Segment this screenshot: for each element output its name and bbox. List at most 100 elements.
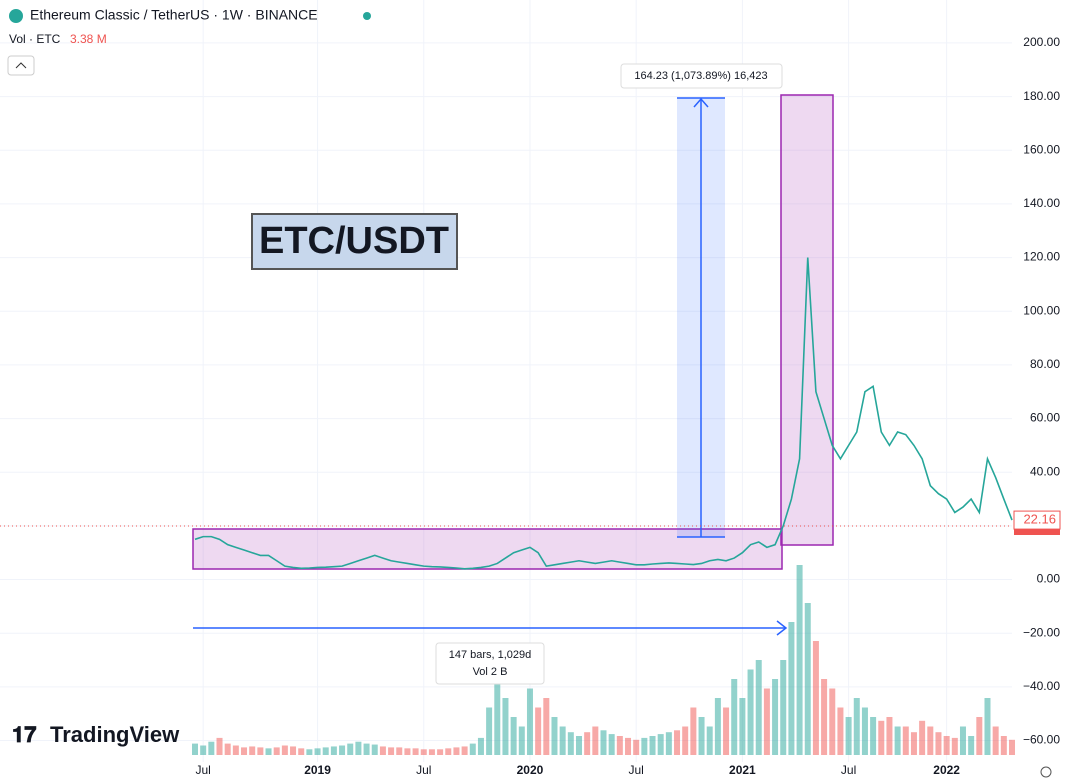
symbol-icon xyxy=(9,9,23,23)
volume-bar xyxy=(919,720,926,755)
volume-bar xyxy=(379,746,386,755)
y-tick-label: 140.00 xyxy=(1023,196,1060,210)
volume-bar xyxy=(592,726,599,755)
arrow-head xyxy=(776,620,788,636)
price-line xyxy=(194,257,1013,570)
volume-bar xyxy=(894,726,901,755)
collapse-button[interactable] xyxy=(7,55,35,76)
volume-bar xyxy=(453,747,460,755)
volume-bar xyxy=(747,669,754,755)
volume-bar xyxy=(698,717,705,755)
y-tick-label: −20.00 xyxy=(1023,625,1060,639)
volume-bar xyxy=(902,726,909,755)
volume-bar xyxy=(559,726,566,755)
volume-bar xyxy=(943,736,950,755)
volume-bar xyxy=(477,737,484,755)
volume-bar xyxy=(437,749,444,755)
volume-bar xyxy=(518,726,525,755)
volume-bar xyxy=(935,732,942,755)
volume-bar xyxy=(192,743,198,755)
volume-bar xyxy=(788,622,795,755)
volume-bar xyxy=(959,726,966,755)
volume-bar xyxy=(224,743,231,755)
volume-bar xyxy=(1000,736,1007,755)
volume-bar xyxy=(690,707,697,755)
volume-bar xyxy=(976,717,983,755)
volume-bar xyxy=(502,698,509,755)
last-badge xyxy=(1013,510,1061,530)
chart-title: Ethereum Classic / TetherUS · 1W · BINAN… xyxy=(30,7,318,23)
volume-bar xyxy=(420,749,427,755)
volume-bar xyxy=(878,720,885,755)
brand: TradingView xyxy=(50,722,180,747)
volume-bar xyxy=(755,660,762,755)
volume-bar xyxy=(837,707,844,755)
status-dot xyxy=(363,12,371,20)
volume-bar xyxy=(265,748,272,755)
y-tick-label: 180.00 xyxy=(1023,89,1060,103)
y-tick-label: 120.00 xyxy=(1023,250,1060,264)
volume-label: Vol · ETC xyxy=(9,32,61,46)
volume-bar xyxy=(641,737,648,755)
volume-bar xyxy=(363,743,370,755)
x-tick-label: 2020 xyxy=(517,763,544,777)
x-tick-label: 2019 xyxy=(304,763,331,777)
label-box xyxy=(435,642,545,685)
volume-bar xyxy=(314,748,321,755)
volume-bar xyxy=(330,746,337,755)
volume-bar xyxy=(870,717,877,755)
volume-bar xyxy=(657,734,664,755)
volume-bar xyxy=(861,707,868,755)
volume-bar xyxy=(821,679,828,755)
volume-bar xyxy=(281,745,288,755)
settings-icon[interactable] xyxy=(1040,766,1052,778)
volume-bar xyxy=(829,688,836,755)
x-tick-label: Jul xyxy=(416,763,431,777)
volume-bar xyxy=(616,736,623,755)
label-box xyxy=(620,63,783,89)
volume-bar xyxy=(608,734,615,755)
volume-bar xyxy=(347,743,354,755)
y-tick-label: −60.00 xyxy=(1023,733,1060,747)
volume-bar xyxy=(535,707,542,755)
volume-bar xyxy=(739,698,746,755)
y-tick-label: 160.00 xyxy=(1023,142,1060,156)
volume-bar xyxy=(232,745,239,755)
chevron xyxy=(15,62,27,69)
volume-bar xyxy=(575,736,582,755)
volume-bar xyxy=(780,660,787,755)
x-tick-label: Jul xyxy=(841,763,856,777)
x-tick-label: Jul xyxy=(195,763,210,777)
volume-bar xyxy=(992,726,999,755)
volume-bar xyxy=(853,698,860,755)
volume-bar xyxy=(886,717,893,755)
volume-bar xyxy=(845,717,852,755)
volume-bar xyxy=(714,698,721,755)
volume-bar xyxy=(339,745,346,755)
volume-bar xyxy=(968,736,975,755)
volume-bar xyxy=(216,737,223,755)
volume-bar xyxy=(241,747,248,755)
volume-bar xyxy=(649,736,656,755)
volume-bar xyxy=(249,746,256,755)
volume-bar xyxy=(404,748,411,755)
symbol-box xyxy=(251,213,458,270)
volume-bar xyxy=(731,679,738,755)
x-tick-label: 2021 xyxy=(729,763,756,777)
volume-bar xyxy=(682,726,689,755)
volume-bar xyxy=(796,565,803,755)
volume-bar xyxy=(625,737,632,755)
measure-label: 164.23 (1,073.89%) 16,423 xyxy=(634,70,767,82)
brand-icon: 𝟏𝟕 xyxy=(12,722,37,747)
volume-bar xyxy=(257,747,264,755)
volume-bar xyxy=(723,707,730,755)
volume-bar xyxy=(371,744,378,755)
volume-bar xyxy=(298,748,305,755)
volume-bar xyxy=(428,749,435,755)
x-tick-label: Jul xyxy=(629,763,644,777)
volume-bar xyxy=(665,732,672,755)
y-tick-label: 40.00 xyxy=(1030,464,1060,478)
last-badge-label: 22.16 xyxy=(1023,512,1056,527)
volume-bar xyxy=(273,747,280,755)
volume-bar xyxy=(984,698,991,755)
